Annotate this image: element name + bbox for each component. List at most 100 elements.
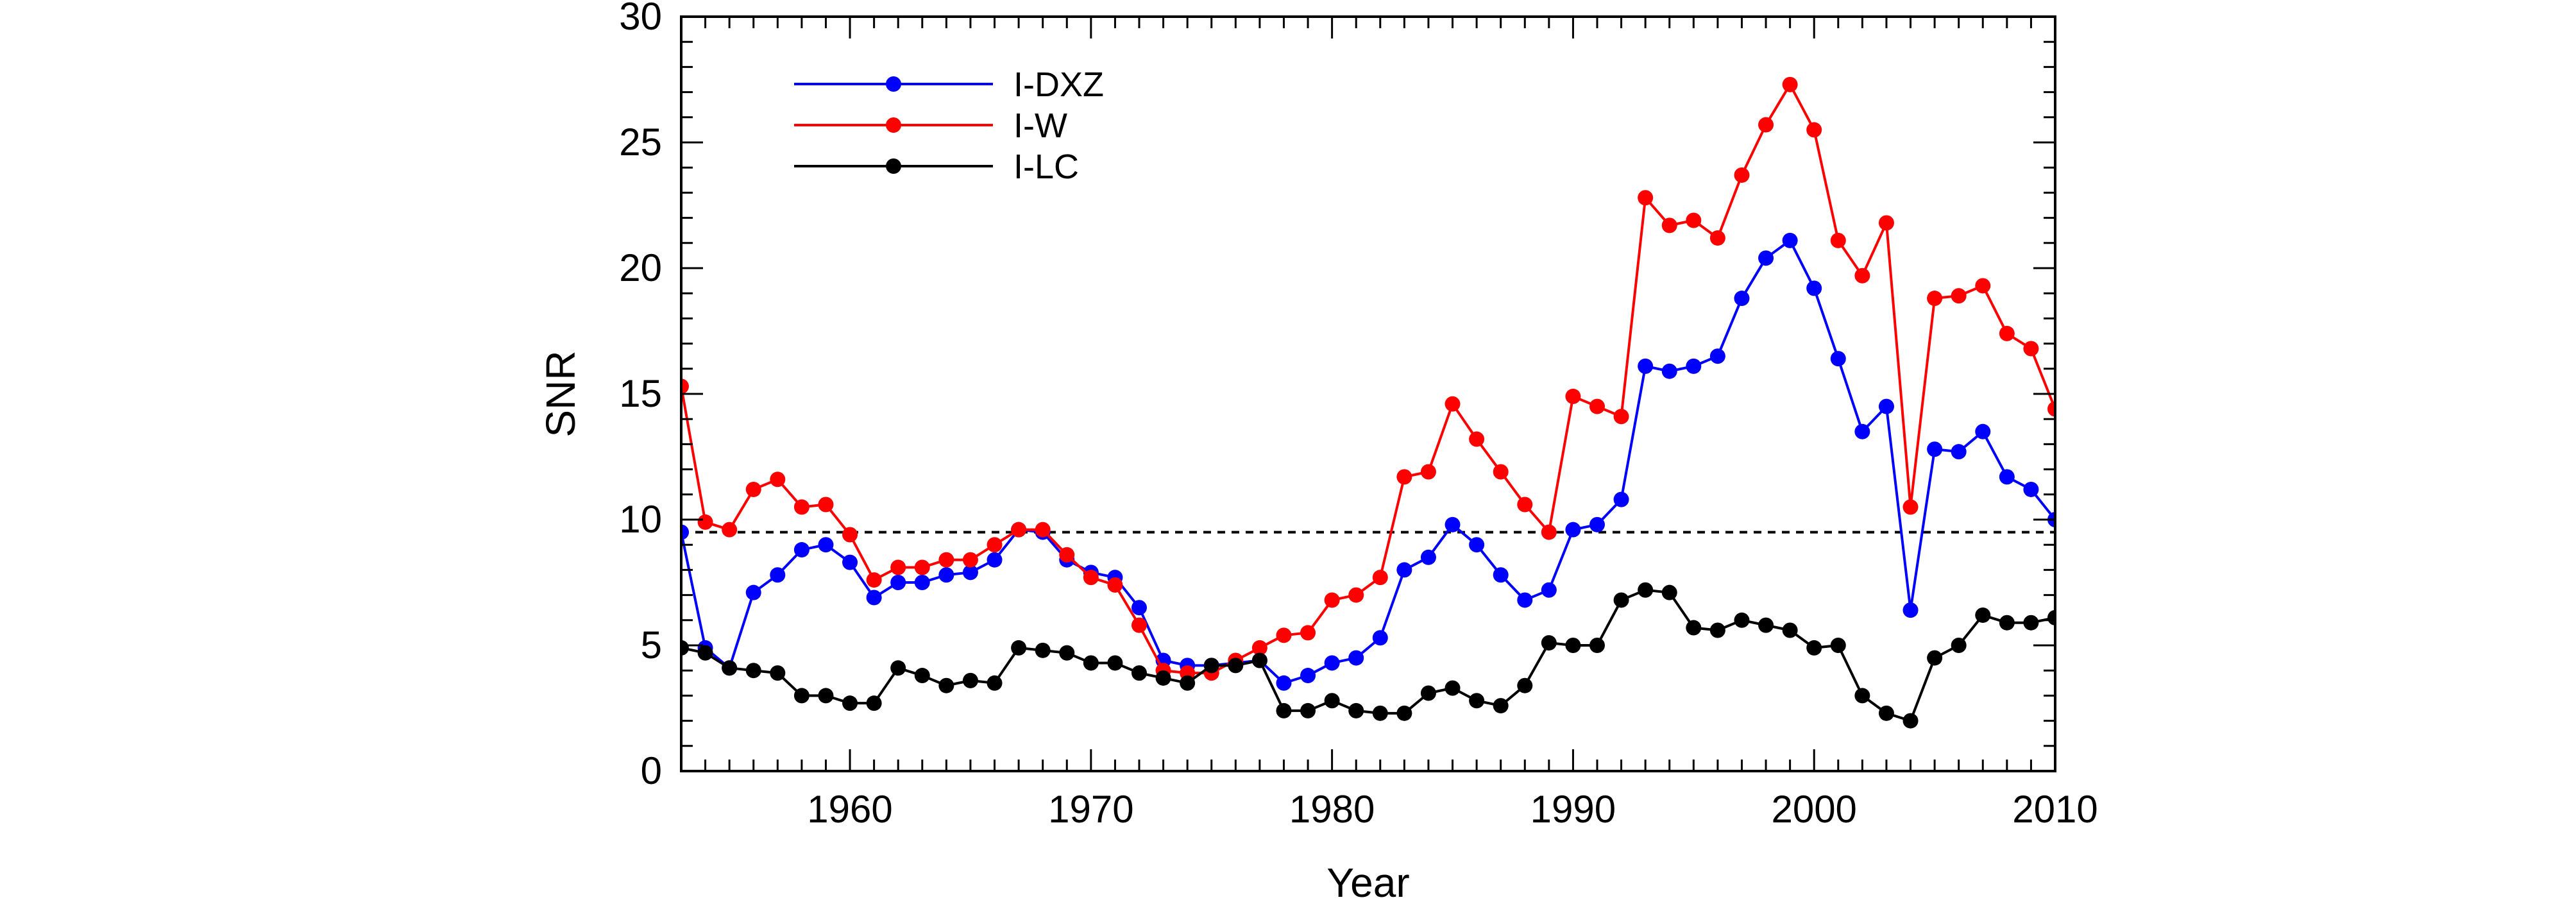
data-point-i-w <box>681 378 689 395</box>
data-point-i-lc <box>914 668 930 684</box>
data-point-i-lc <box>1276 702 1292 718</box>
data-point-i-dxz <box>1734 291 1750 307</box>
data-point-i-dxz <box>1445 516 1461 532</box>
data-point-i-dxz <box>1709 348 1725 364</box>
data-point-i-lc <box>1951 638 1967 653</box>
data-point-i-w <box>1251 640 1267 656</box>
data-point-i-dxz <box>745 584 761 600</box>
legend-label: I-W <box>1013 106 1067 145</box>
data-point-i-lc <box>866 695 882 711</box>
data-point-i-lc <box>1589 638 1605 653</box>
legend-entry-i-w: I-W <box>794 106 1067 145</box>
data-point-i-lc <box>938 677 954 693</box>
series-i-dxz <box>681 232 2055 691</box>
data-point-i-dxz <box>1589 516 1605 532</box>
y-tick-label: 25 <box>619 121 662 164</box>
y-axis-title: SNR <box>538 350 584 437</box>
data-point-i-lc <box>890 660 906 676</box>
data-point-i-w <box>1565 388 1581 404</box>
data-point-i-lc <box>1661 584 1677 600</box>
data-point-i-lc <box>1927 650 1943 666</box>
data-point-i-dxz <box>987 552 1003 568</box>
data-point-i-dxz <box>1469 537 1485 553</box>
data-point-i-lc <box>1059 645 1075 661</box>
data-point-i-w <box>1035 522 1051 538</box>
data-point-i-lc <box>1975 607 1991 623</box>
data-point-i-lc <box>1251 652 1267 668</box>
data-point-i-lc <box>1806 640 1822 656</box>
legend-marker <box>886 76 901 92</box>
data-point-i-w <box>842 527 858 543</box>
data-point-i-w <box>962 552 978 568</box>
data-point-i-w <box>1011 522 1027 538</box>
x-tick-label: 2000 <box>1771 788 1856 831</box>
data-point-i-w <box>1661 217 1677 234</box>
data-point-i-lc <box>793 688 809 704</box>
data-point-i-lc <box>1203 658 1219 674</box>
y-tick-label: 0 <box>641 749 662 792</box>
data-point-i-w <box>2023 341 2039 357</box>
data-point-i-w <box>1493 464 1509 480</box>
data-point-i-dxz <box>1830 351 1846 367</box>
data-point-i-dxz <box>1613 491 1629 507</box>
data-point-i-lc <box>1469 693 1485 709</box>
data-point-i-lc <box>1035 642 1051 658</box>
data-point-i-lc <box>1782 622 1798 638</box>
data-point-i-dxz <box>938 567 954 583</box>
data-point-i-w <box>987 537 1003 553</box>
data-point-i-lc <box>1228 658 1244 674</box>
data-point-i-lc <box>2023 615 2039 631</box>
data-point-i-w <box>722 522 738 538</box>
data-point-i-w <box>1372 570 1388 586</box>
data-point-i-w <box>1782 76 1798 92</box>
data-point-i-dxz <box>818 537 834 553</box>
data-point-i-lc <box>962 672 978 688</box>
data-point-i-w <box>1517 497 1533 513</box>
data-point-i-w <box>1613 409 1629 425</box>
data-point-i-w <box>1951 288 1967 304</box>
data-point-i-lc <box>1565 638 1581 653</box>
x-tick-label: 1960 <box>807 788 892 831</box>
data-point-i-lc <box>1107 655 1123 671</box>
data-point-i-lc <box>1830 638 1846 653</box>
x-axis-title: Year <box>1326 860 1409 906</box>
data-point-i-lc <box>1131 665 1147 681</box>
data-point-i-dxz <box>1806 280 1822 296</box>
series-line-i-w <box>681 83 2055 675</box>
data-point-i-lc <box>1420 685 1436 701</box>
y-tick-label: 10 <box>619 498 662 541</box>
data-point-i-w <box>1902 499 1919 515</box>
data-point-i-lc <box>1300 702 1316 718</box>
y-tick-label: 20 <box>619 246 662 289</box>
data-point-i-dxz <box>1951 444 1967 460</box>
data-point-i-dxz <box>1638 358 1654 374</box>
data-point-i-dxz <box>1324 655 1340 671</box>
data-point-i-lc <box>987 675 1003 691</box>
series-i-w <box>681 76 2055 681</box>
x-tick-label: 2010 <box>2012 788 2097 831</box>
data-point-i-lc <box>1999 615 2015 631</box>
data-point-i-dxz <box>1372 630 1388 646</box>
y-tick-label: 15 <box>619 372 662 415</box>
data-point-i-lc <box>1902 713 1919 729</box>
data-point-i-dxz <box>1975 423 1991 439</box>
data-point-i-lc <box>1709 622 1725 638</box>
data-point-i-lc <box>745 663 761 679</box>
data-point-i-w <box>938 552 954 568</box>
data-point-i-w <box>1107 577 1123 593</box>
data-point-i-w <box>1806 122 1822 138</box>
data-point-i-dxz <box>770 567 786 583</box>
data-point-i-lc <box>1758 617 1774 633</box>
data-point-i-lc <box>818 688 834 704</box>
data-point-i-w <box>1469 431 1485 447</box>
data-point-i-dxz <box>842 554 858 570</box>
data-point-i-dxz <box>1396 562 1412 578</box>
data-point-i-lc <box>1155 670 1171 686</box>
series-line-i-dxz <box>681 239 2055 684</box>
y-tick-label: 30 <box>619 0 662 38</box>
data-point-i-w <box>890 559 906 575</box>
data-point-i-dxz <box>962 565 978 581</box>
data-point-i-w <box>1324 592 1340 608</box>
